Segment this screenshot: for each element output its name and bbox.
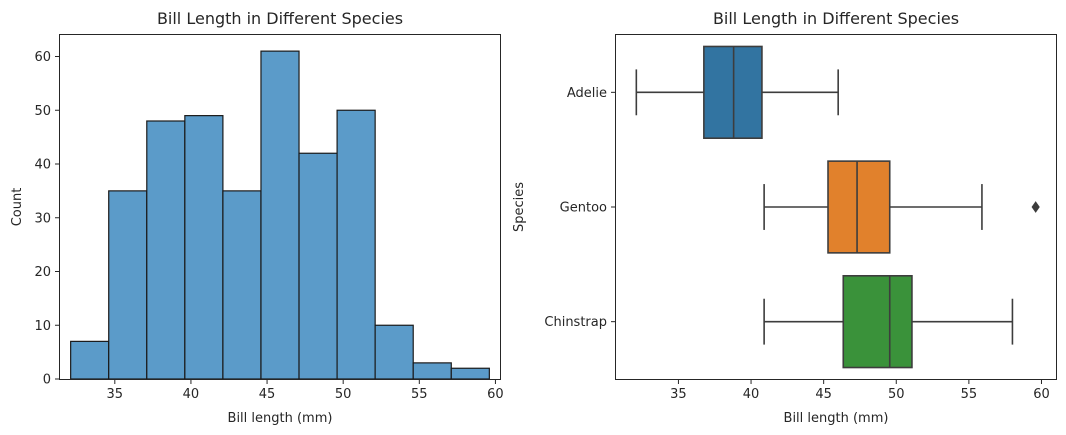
boxplot-y-axis-label: Species: [512, 182, 527, 232]
y-tick-label: 60: [34, 50, 51, 65]
boxplot-marks: [635, 45, 1040, 369]
y-tick-label: Adelie: [567, 86, 607, 101]
y-tick-label: 10: [34, 319, 51, 334]
histogram-y-axis-label: Count: [10, 188, 25, 227]
histogram-bar: [146, 120, 186, 380]
y-tick-label: 40: [34, 158, 51, 173]
boxplot-x-axis-label: Bill length (mm): [784, 411, 889, 426]
histogram-bar: [184, 115, 224, 380]
x-tick-label: 35: [107, 387, 124, 402]
x-tick-label: 60: [1033, 387, 1050, 402]
y-tick-label: 0: [43, 373, 51, 388]
box-iqr: [827, 160, 891, 254]
histogram-x-ticks: 35 40 45 50 55 60: [107, 379, 504, 402]
x-tick-label: 40: [743, 387, 760, 402]
histogram-bar: [450, 367, 490, 380]
x-tick-label: 55: [961, 387, 978, 402]
boxplot-plot-frame: [615, 34, 1057, 380]
histogram-chart: Bill Length in Different Species Bill le…: [10, 9, 504, 426]
histogram-bar: [222, 190, 262, 380]
x-tick-label: 45: [815, 387, 832, 402]
x-tick-label: 45: [259, 387, 276, 402]
histogram-x-axis-label: Bill length (mm): [228, 411, 333, 426]
x-tick-label: 55: [411, 387, 428, 402]
histogram-bar: [70, 340, 110, 380]
boxplot-y-ticks: Adelie Gentoo Chinstrap: [544, 86, 616, 330]
x-tick-label: 60: [487, 387, 504, 402]
y-tick-label: Gentoo: [560, 201, 607, 216]
histogram-plot-frame: [59, 34, 501, 380]
x-tick-label: 40: [183, 387, 200, 402]
x-tick-label: 35: [670, 387, 687, 402]
histogram-bar: [108, 190, 148, 380]
boxplot-x-ticks: 35 40 45 50 55 60: [670, 379, 1050, 402]
histogram-bar: [374, 324, 414, 380]
histogram-bar: [412, 362, 452, 380]
x-tick-label: 50: [888, 387, 905, 402]
histogram-bar: [336, 109, 376, 380]
y-tick-label: 30: [34, 211, 51, 226]
histogram-title: Bill Length in Different Species: [157, 9, 403, 28]
box-outlier: [1031, 201, 1040, 213]
boxplot-chart: Bill Length in Different Species Bill le…: [512, 9, 1057, 426]
histogram-y-ticks: 0 10 20 30 40 50 60: [34, 50, 60, 388]
y-tick-label: 20: [34, 265, 51, 280]
box-iqr: [842, 274, 913, 369]
y-tick-label: Chinstrap: [544, 315, 607, 330]
histogram-bars: [70, 50, 490, 380]
x-tick-label: 50: [335, 387, 352, 402]
histogram-bar: [260, 50, 300, 380]
boxplot-title: Bill Length in Different Species: [713, 9, 959, 28]
y-tick-label: 50: [34, 104, 51, 119]
histogram-bar: [298, 152, 338, 380]
